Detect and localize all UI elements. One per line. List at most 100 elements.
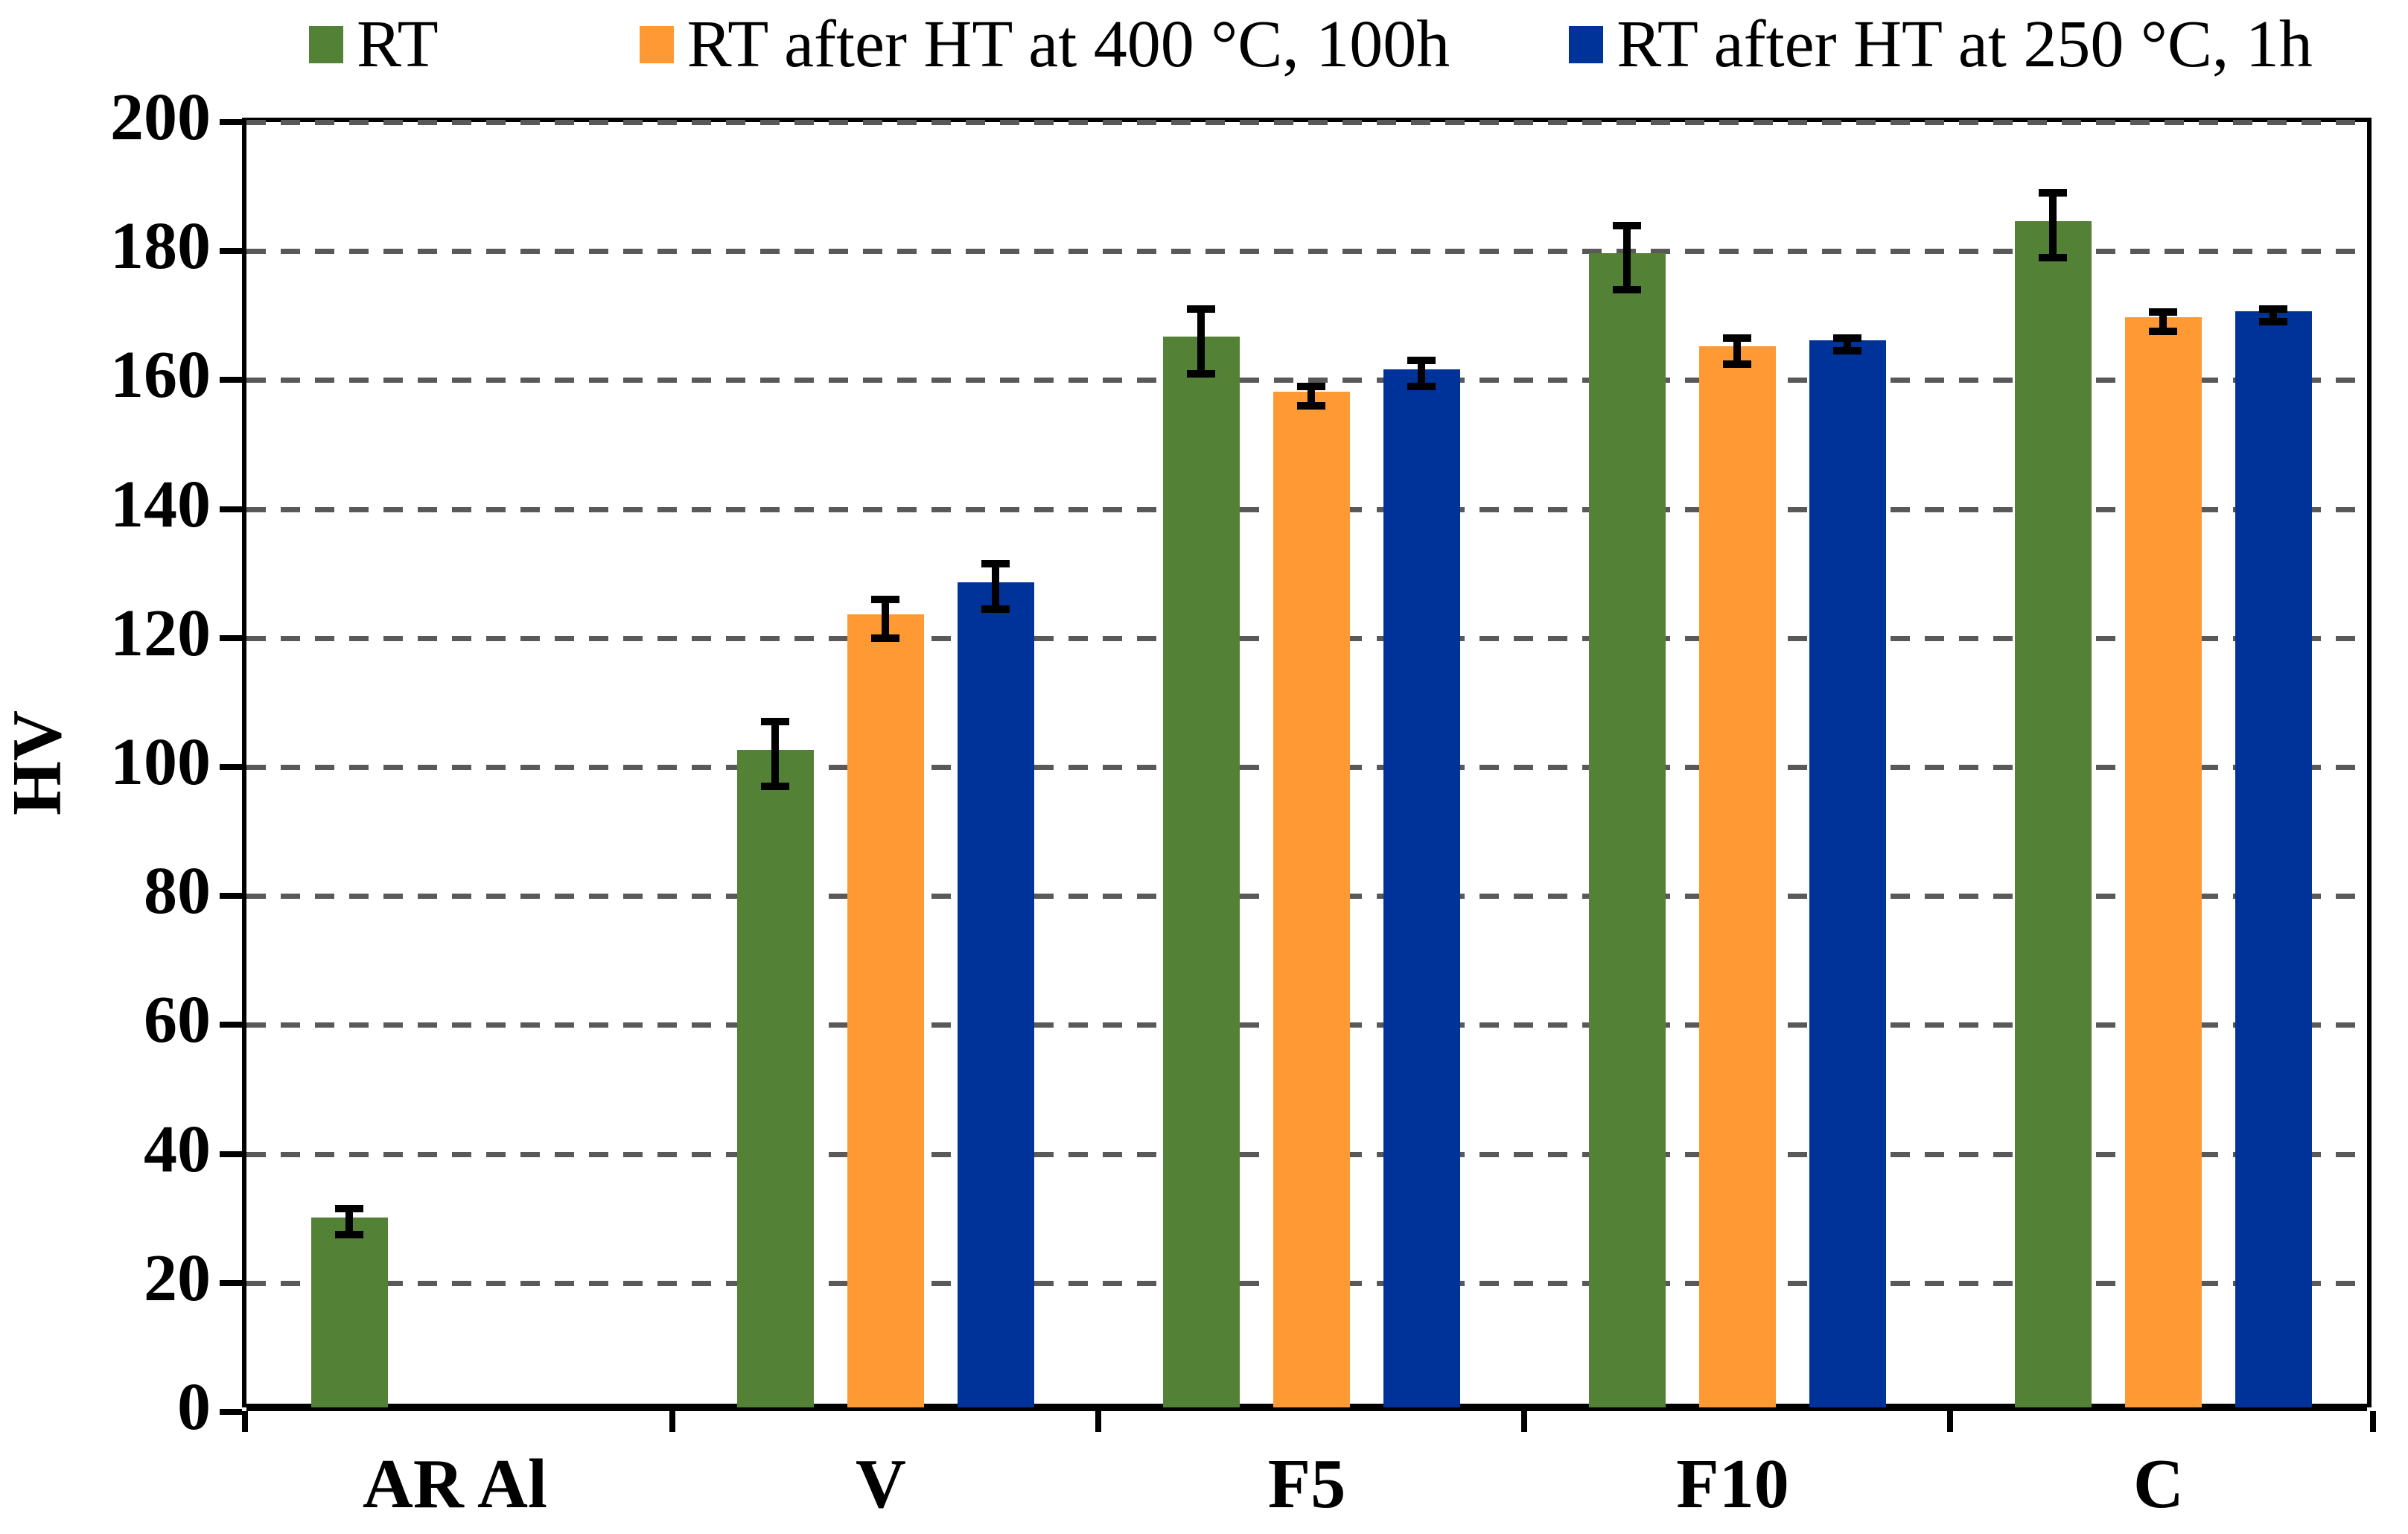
bar-f5-series2 [1273, 392, 1350, 1407]
y-tick-label-160: 160 [110, 338, 211, 413]
y-axis-tick-200 [220, 119, 242, 125]
y-axis-tick-80 [220, 893, 242, 900]
x-category-label-c: C [2133, 1445, 2184, 1523]
x-axis-tick-3 [1521, 1411, 1527, 1432]
bar-v-series3 [957, 582, 1034, 1407]
y-axis-tick-160 [220, 377, 242, 384]
x-category-label-f10: F10 [1676, 1445, 1789, 1523]
error-bar-line [1307, 386, 1315, 407]
y-tick-label-120: 120 [110, 596, 211, 670]
bar-f10-series1 [1588, 252, 1666, 1407]
error-bar-cap-top [981, 560, 1010, 568]
error-bar-line [1733, 338, 1741, 364]
error-bar-cap-top [335, 1205, 363, 1213]
error-bar-cap-bottom [1187, 369, 1215, 378]
x-category-label-v: V [856, 1445, 906, 1523]
y-axis-tick-100 [220, 764, 242, 770]
error-bar-cap-bottom [1297, 402, 1325, 410]
error-bar-line [771, 722, 779, 786]
error-bar-line [2159, 312, 2167, 332]
bar-f10-series2 [1698, 346, 1776, 1407]
plot-area [220, 118, 2376, 1432]
bar-f10-series3 [1809, 340, 1886, 1407]
error-bar-cap-top [2259, 305, 2287, 314]
error-bar-line [1418, 360, 1425, 387]
bar-c-series1 [2014, 220, 2092, 1407]
legend-label: RT after HT at 250 °C, 1h [1617, 7, 2313, 81]
bar-c-series2 [2124, 317, 2202, 1407]
error-bar-cap-bottom [2039, 253, 2067, 261]
y-axis-tick-20 [220, 1279, 242, 1286]
legend-label: RT after HT at 400 °C, 100h [687, 7, 1450, 81]
error-bar-line [992, 564, 999, 609]
y-tick-label-40: 40 [144, 1112, 211, 1186]
error-bar-cap-top [871, 595, 899, 603]
bar-v-series2 [847, 614, 924, 1407]
error-bar-line [882, 599, 889, 638]
y-tick-label-180: 180 [110, 209, 211, 284]
error-bar-cap-bottom [1723, 360, 1751, 368]
x-axis-tick-4 [1947, 1411, 1953, 1432]
x-axis-tick-2 [1095, 1411, 1101, 1432]
y-tick-label-20: 20 [144, 1241, 211, 1315]
gridline-160 [246, 378, 2367, 384]
bar-f5-series1 [1162, 337, 1240, 1407]
x-axis-line [246, 1404, 2367, 1411]
legend-swatch-icon [309, 26, 343, 63]
y-axis-tick-120 [220, 634, 242, 641]
error-bar-cap-bottom [1833, 347, 1861, 355]
x-category-label-f5: F5 [1267, 1445, 1346, 1523]
y-axis-tick-60 [220, 1022, 242, 1028]
error-bar-cap-bottom [2149, 328, 2177, 336]
error-bar-line [345, 1209, 353, 1235]
error-bar-cap-top [761, 718, 789, 726]
y-axis-tick-0 [220, 1409, 242, 1415]
error-bar-cap-top [1407, 357, 1436, 365]
legend-item-1: RT [309, 4, 439, 86]
error-bar-cap-top [2039, 189, 2067, 197]
legend-item-3: RT after HT at 250 °C, 1h [1569, 4, 2313, 86]
error-bar-cap-top [1833, 334, 1861, 343]
y-axis-tick-40 [220, 1150, 242, 1157]
error-bar-cap-bottom [2259, 318, 2287, 326]
gridline-180 [246, 249, 2367, 255]
x-axis-tick-5 [2370, 1411, 2376, 1432]
error-bar-cap-bottom [871, 634, 899, 642]
error-bar-line [1844, 338, 1851, 351]
error-bar-line [2049, 193, 2057, 258]
x-axis-tick-1 [669, 1411, 675, 1432]
error-bar-cap-bottom [335, 1230, 363, 1238]
bar-c-series3 [2235, 311, 2312, 1407]
error-bar-cap-top [1297, 383, 1325, 391]
y-tick-label-60: 60 [144, 983, 211, 1057]
bar-ar-al-series1 [310, 1217, 388, 1407]
error-bar-cap-bottom [1613, 286, 1641, 294]
error-bar-line [1623, 225, 1631, 290]
bar-f5-series3 [1383, 369, 1460, 1407]
y-axis-tick-140 [220, 506, 242, 512]
legend: RT RT after HT at 400 °C, 100h RT after HT… [309, 0, 2313, 89]
x-axis-category-labels: AR Al V F5 F10 C [242, 1448, 2372, 1523]
y-tick-label-0: 0 [177, 1370, 211, 1444]
y-tick-label-80: 80 [144, 854, 211, 929]
gridline-200 [246, 120, 2367, 125]
error-bar-line [1197, 309, 1205, 374]
error-bar-cap-top [1187, 305, 1215, 314]
error-bar-cap-bottom [761, 782, 789, 790]
y-axis-tick-180 [220, 248, 242, 255]
legend-label: RT [357, 7, 439, 81]
legend-swatch-icon [639, 26, 674, 63]
y-axis-tick-labels: 0 20 40 60 80 100 120 140 160 180 200 [0, 83, 211, 1442]
y-tick-label-140: 140 [110, 467, 211, 541]
error-bar-cap-top [1723, 334, 1751, 343]
legend-item-2: RT after HT at 400 °C, 100h [639, 4, 1450, 86]
error-bar-cap-top [2149, 308, 2177, 316]
y-tick-label-100: 100 [110, 725, 211, 799]
error-bar-cap-bottom [981, 605, 1010, 613]
bar-v-series1 [736, 749, 814, 1407]
y-tick-label-200: 200 [110, 80, 211, 154]
error-bar-cap-top [1613, 221, 1641, 229]
legend-swatch-icon [1569, 26, 1604, 63]
error-bar-cap-bottom [1407, 383, 1436, 391]
